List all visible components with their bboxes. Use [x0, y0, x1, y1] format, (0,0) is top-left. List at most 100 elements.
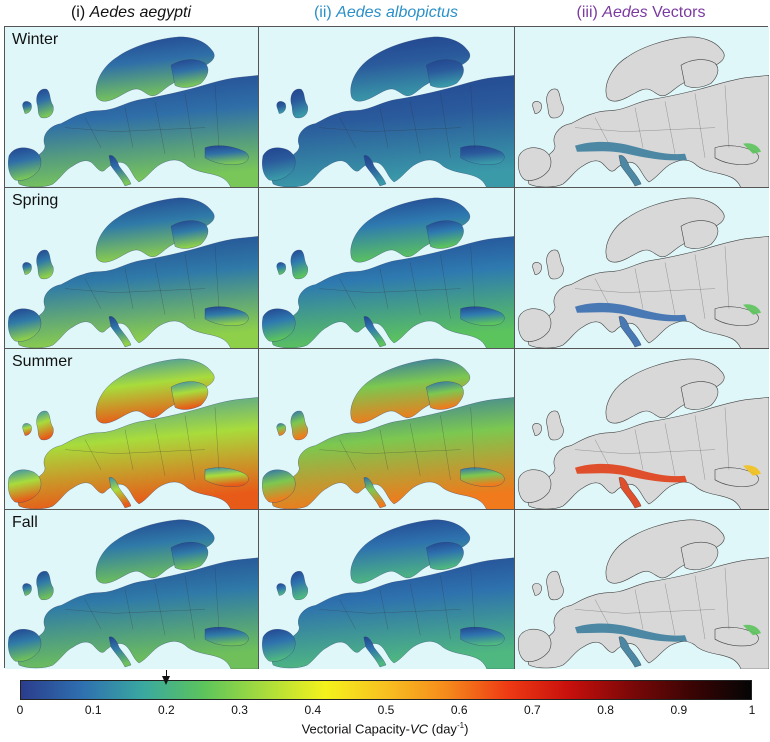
europe-map — [8, 197, 258, 348]
landmass — [290, 88, 308, 119]
map-panel-summer-col1: Summer — [5, 349, 259, 510]
landmass — [532, 583, 542, 596]
landmass — [460, 627, 505, 647]
column-header-aegypti: (i) Aedes aegypti — [4, 2, 258, 26]
landmass — [272, 397, 514, 509]
landmass — [272, 75, 514, 187]
landmass — [714, 145, 759, 165]
column-suffix: Vectors — [647, 4, 706, 21]
colorbar-tick-label: 0.7 — [524, 703, 541, 717]
vector-risk-region — [743, 143, 761, 154]
landmass — [517, 147, 552, 181]
landmass — [17, 75, 258, 187]
landmass — [517, 469, 552, 503]
landmass — [680, 220, 719, 249]
europe-map — [262, 358, 514, 509]
map-panel-fall-col3 — [515, 510, 769, 669]
landmass — [532, 101, 542, 114]
landmass — [363, 155, 387, 187]
landmass — [680, 541, 719, 571]
vector-risk-region — [743, 465, 761, 476]
landmass — [290, 410, 308, 441]
colorbar-tick-label: 0.8 — [597, 703, 614, 717]
colorbar-tick-label: 0.9 — [670, 703, 688, 717]
season-label: Spring — [12, 192, 59, 209]
vector-risk-region — [619, 316, 641, 347]
landmass — [17, 557, 258, 669]
column-species: Aedes albopictus — [336, 4, 459, 21]
landmass — [532, 423, 542, 436]
landmass — [276, 101, 286, 114]
landmass — [546, 410, 564, 441]
landmass — [276, 583, 286, 596]
landmass — [527, 557, 769, 669]
landmass — [527, 235, 769, 348]
landmass — [680, 381, 719, 410]
landmass — [426, 542, 464, 570]
landmass — [8, 308, 42, 342]
colorbar-tick-label: 0.3 — [231, 703, 248, 717]
vector-risk-region — [619, 636, 641, 668]
europe-map — [8, 519, 258, 669]
landmass — [22, 423, 32, 436]
landmass — [204, 145, 249, 165]
map-panel-spring-col3 — [515, 188, 769, 349]
landmass — [532, 262, 542, 275]
column-species: Aedes aegypti — [89, 4, 192, 21]
colorbar: 0 0.1 0.2 0.3 0.4 0.5 0.6 0.7 0.8 0.9 1 Vectorial … — [0, 670, 770, 742]
landmass — [276, 262, 286, 275]
landmass — [108, 316, 132, 348]
column-header-albopictus: (ii) Aedes albopictus — [258, 2, 514, 26]
season-label: Summer — [12, 353, 73, 370]
landmass — [170, 542, 209, 570]
colorbar-title-sup: -1 — [456, 721, 465, 730]
map-panel-spring-col2 — [259, 188, 515, 349]
map-panel-winter-col2 — [259, 27, 515, 188]
landmass — [17, 397, 258, 509]
landmass — [170, 220, 209, 249]
landmass — [262, 147, 296, 181]
landmass — [460, 306, 505, 326]
column-header-vectors: (iii) Aedes Vectors — [514, 2, 768, 26]
colorbar-title: Vectorial Capacity-VC (day-1) — [0, 721, 770, 736]
europe-map — [262, 197, 514, 348]
landmass — [546, 570, 564, 601]
landmass — [714, 467, 759, 487]
vector-risk-region — [743, 304, 761, 315]
column-prefix: (i) — [70, 4, 90, 21]
landmass — [8, 469, 42, 503]
colorbar-tick-label: 0.4 — [304, 703, 322, 717]
colorbar-tick-label: 0.2 — [158, 703, 175, 717]
colorbar-title-unit: (day — [428, 721, 457, 737]
landmass — [170, 59, 209, 88]
colorbar-tick-label: 1 — [748, 703, 756, 717]
colorbar-tick-label: 0.6 — [450, 703, 468, 717]
landmass — [546, 88, 564, 119]
landmass — [36, 249, 54, 280]
colorbar-tick-label: 0.5 — [377, 703, 395, 717]
vector-risk-region — [743, 624, 761, 636]
landmass — [108, 155, 132, 187]
landmass — [36, 410, 54, 441]
europe-map — [262, 519, 514, 669]
landmass — [262, 308, 296, 342]
landmass — [108, 477, 132, 509]
landmass — [17, 236, 258, 348]
landmass — [170, 381, 209, 410]
landmass — [290, 249, 308, 280]
landmass — [276, 423, 286, 436]
colorbar-title-prefix: Vectorial Capacity- — [301, 721, 410, 737]
landmass — [272, 236, 514, 348]
colorbar-gradient — [20, 680, 752, 700]
map-panel-spring-col1: Spring — [5, 188, 259, 349]
colorbar-tick-label: 0.1 — [84, 703, 102, 717]
europe-map — [517, 197, 769, 348]
season-label: Fall — [12, 514, 38, 531]
vector-risk-region — [619, 155, 641, 186]
landmass — [22, 101, 32, 114]
map-panel-winter-col1: Winter — [5, 27, 259, 188]
landmass — [363, 636, 387, 668]
landmass — [517, 628, 552, 662]
column-prefix: (ii) — [313, 4, 337, 21]
landmass — [204, 627, 249, 647]
